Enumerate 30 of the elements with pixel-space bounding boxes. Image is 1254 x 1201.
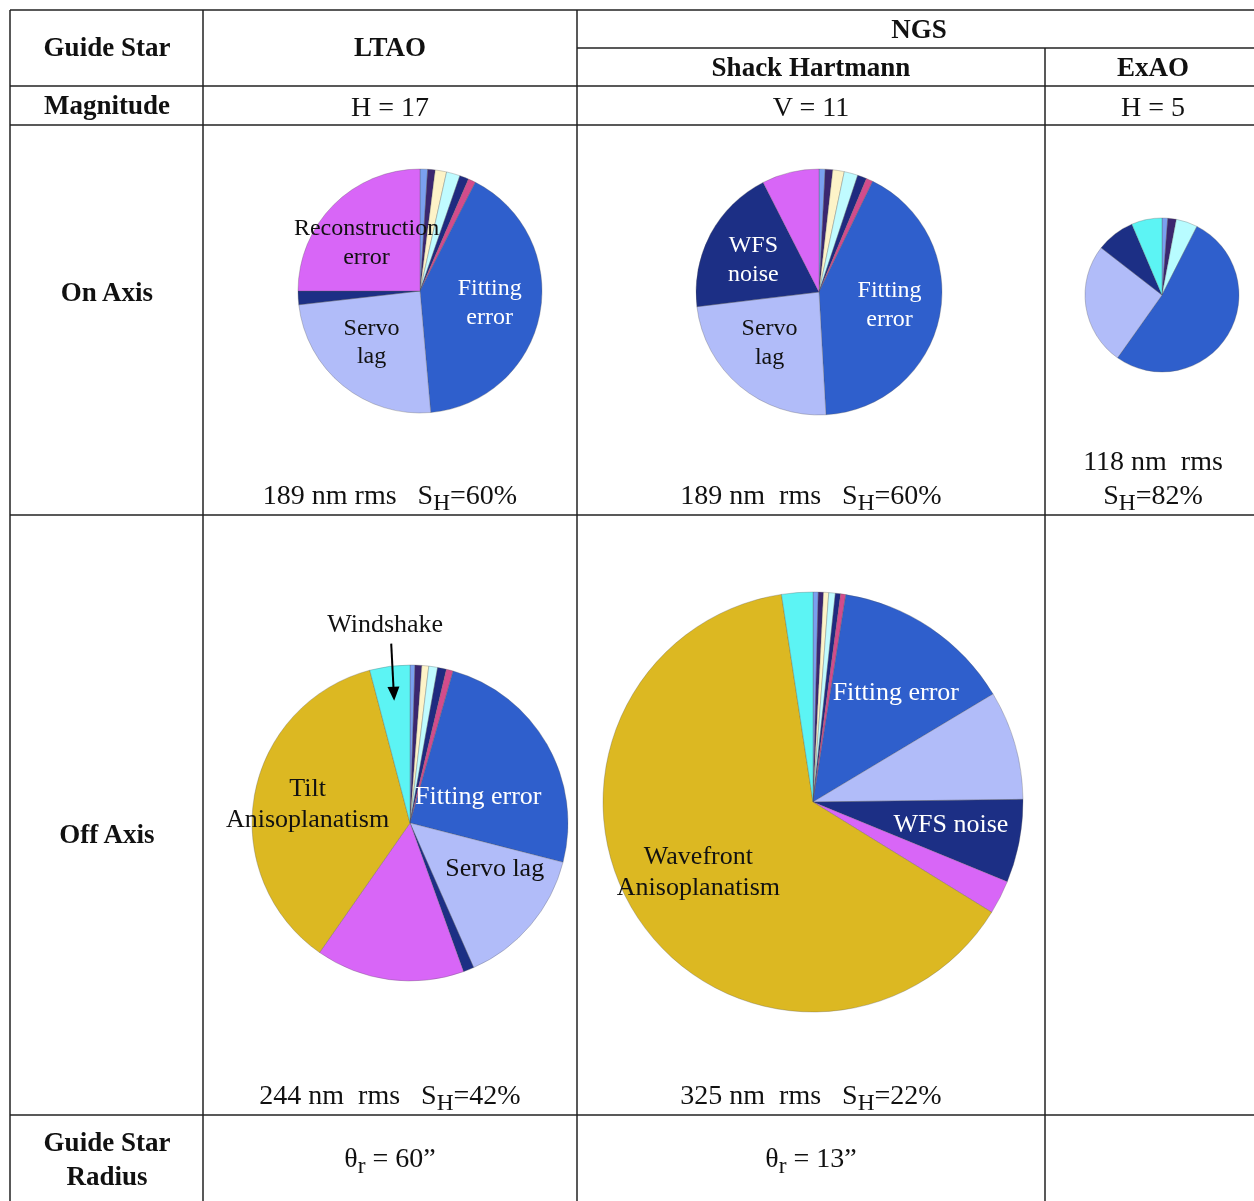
text: 189 nm rms S$_{H}$=60% bbox=[679, 477, 943, 518]
text: NGS bbox=[890, 13, 948, 47]
text: Guide Star Radius bbox=[42, 1126, 172, 1193]
slice-label: Fitting error bbox=[832, 677, 960, 707]
slice-label: Servo lag bbox=[445, 853, 545, 883]
slice-label: Servo lag bbox=[741, 313, 798, 369]
text: 189 nm rms S$_{H}$=60% bbox=[261, 477, 519, 518]
text: θ$_{r}$ = 13” bbox=[764, 1140, 858, 1181]
chart-title: Shack Hartmann bbox=[710, 51, 912, 85]
text: 325 nm rms S$_{H}$=22% bbox=[679, 1077, 943, 1118]
text: Off Axis bbox=[58, 818, 156, 852]
text: On Axis bbox=[59, 276, 155, 310]
slice-label: WFS noise bbox=[727, 230, 779, 286]
chart-title: ExAO bbox=[1116, 51, 1190, 85]
text: Guide Star bbox=[42, 31, 172, 65]
slice-label: Windshake bbox=[327, 608, 444, 638]
chart-subtitle: V = 11 bbox=[771, 89, 851, 124]
text: S$_{H}$=82% bbox=[1102, 477, 1204, 518]
text: 244 nm rms S$_{H}$=42% bbox=[258, 1077, 522, 1118]
slice-label: Servo lag bbox=[343, 313, 400, 368]
chart-title: LTAO bbox=[352, 31, 427, 65]
chart-subtitle: H = 5 bbox=[1120, 89, 1186, 124]
slice-label: Fitting error bbox=[415, 781, 542, 811]
slice-label: WFS noise bbox=[893, 809, 1009, 839]
chart-subtitle: H = 17 bbox=[350, 89, 430, 124]
text: θ$_{r}$ = 60” bbox=[343, 1140, 437, 1181]
slice-label: Fitting error bbox=[857, 275, 922, 331]
text: 118 nm rms bbox=[1082, 443, 1224, 478]
text: Magnitude bbox=[43, 89, 171, 123]
slice-label: Fitting error bbox=[457, 273, 522, 329]
